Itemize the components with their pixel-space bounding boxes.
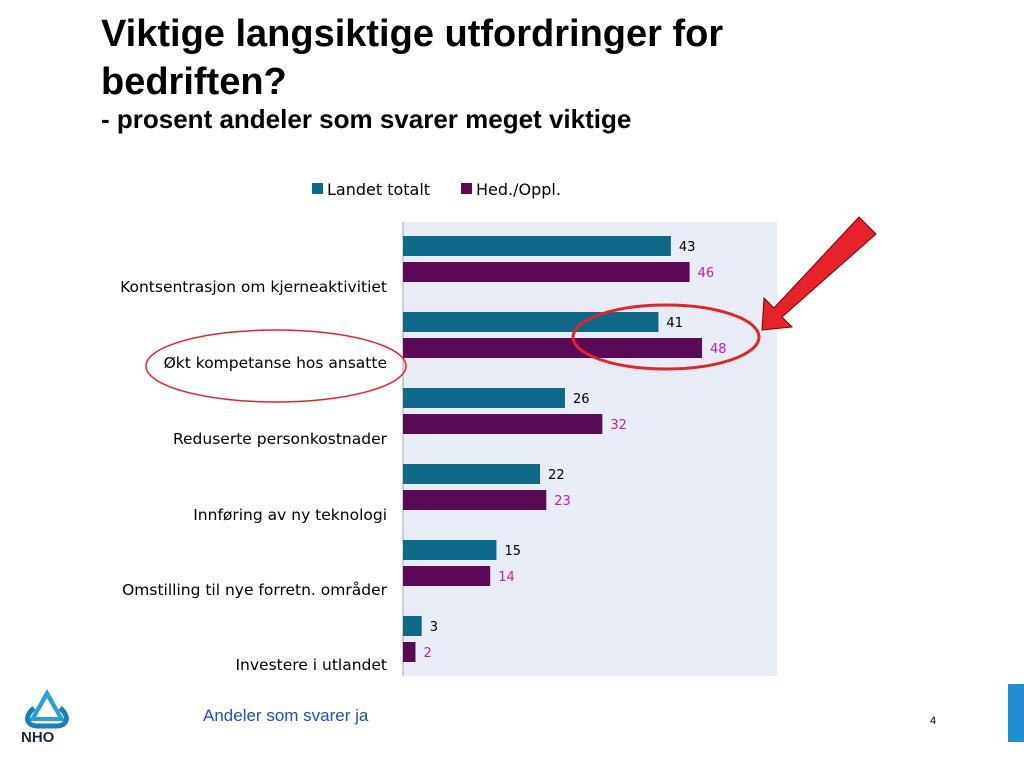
bar-series1-3 [403,464,541,484]
category-label-3: Innføring av ny teknologi [193,506,387,524]
bar-series2-0 [403,262,690,282]
data-label-series1-0: 43 [679,240,696,255]
data-label-series1-5: 3 [430,620,438,635]
data-label-series2-1: 48 [710,342,727,357]
bar-series2-3 [403,490,547,510]
bar-series1-5 [403,616,422,636]
legend-label-2: Hed./Oppl. [476,180,561,199]
bar-series1-2 [403,388,565,408]
category-label-2: Reduserte personkostnader [173,430,388,448]
bar-series1-4 [403,540,497,560]
category-label-5: Investere i utlandet [235,656,387,674]
nho-logo-icon [25,689,69,729]
bar-series2-5 [403,642,416,662]
plot-area [403,222,777,676]
red-arrow-icon [761,216,877,331]
legend-swatch-2 [461,183,472,194]
bar-series1-0 [403,236,671,256]
footnote: Andeler som svarer ja [203,706,369,725]
category-label-1: Økt kompetanse hos ansatte [164,354,387,372]
category-highlight-ellipse [145,329,407,403]
data-label-series1-2: 26 [573,392,590,407]
data-label-series2-4: 14 [498,570,515,585]
bar-series2-1 [403,338,703,358]
bar-highlight-ellipse [571,303,761,371]
data-label-series1-3: 22 [548,468,565,483]
decorative-strip [1008,684,1024,742]
data-label-series2-2: 32 [610,418,627,433]
data-label-series1-4: 15 [504,544,521,559]
page-number: 4 [930,715,937,727]
bar-series1-1 [403,312,659,332]
data-label-series2-0: 46 [698,266,715,281]
category-label-4: Omstilling til nye forretn. områder [122,581,388,599]
slide-title: Viktige langsiktige utfordringer for bed… [101,13,724,103]
chart-legend: Landet totalt Hed./Oppl. [312,180,561,199]
data-label-series1-1: 41 [666,316,683,331]
bar-series2-4 [403,566,491,586]
logo-text: NHO [21,729,55,746]
legend-swatch-1 [312,183,323,194]
slide-subtitle: - prosent andeler som svarer meget vikti… [101,104,632,134]
legend-label-1: Landet totalt [327,180,430,199]
data-label-series2-3: 23 [554,494,571,509]
category-label-0: Kontsentrasjon om kjerneaktivitiet [120,278,387,296]
data-label-series2-5: 2 [423,646,431,661]
bar-series2-2 [403,414,603,434]
